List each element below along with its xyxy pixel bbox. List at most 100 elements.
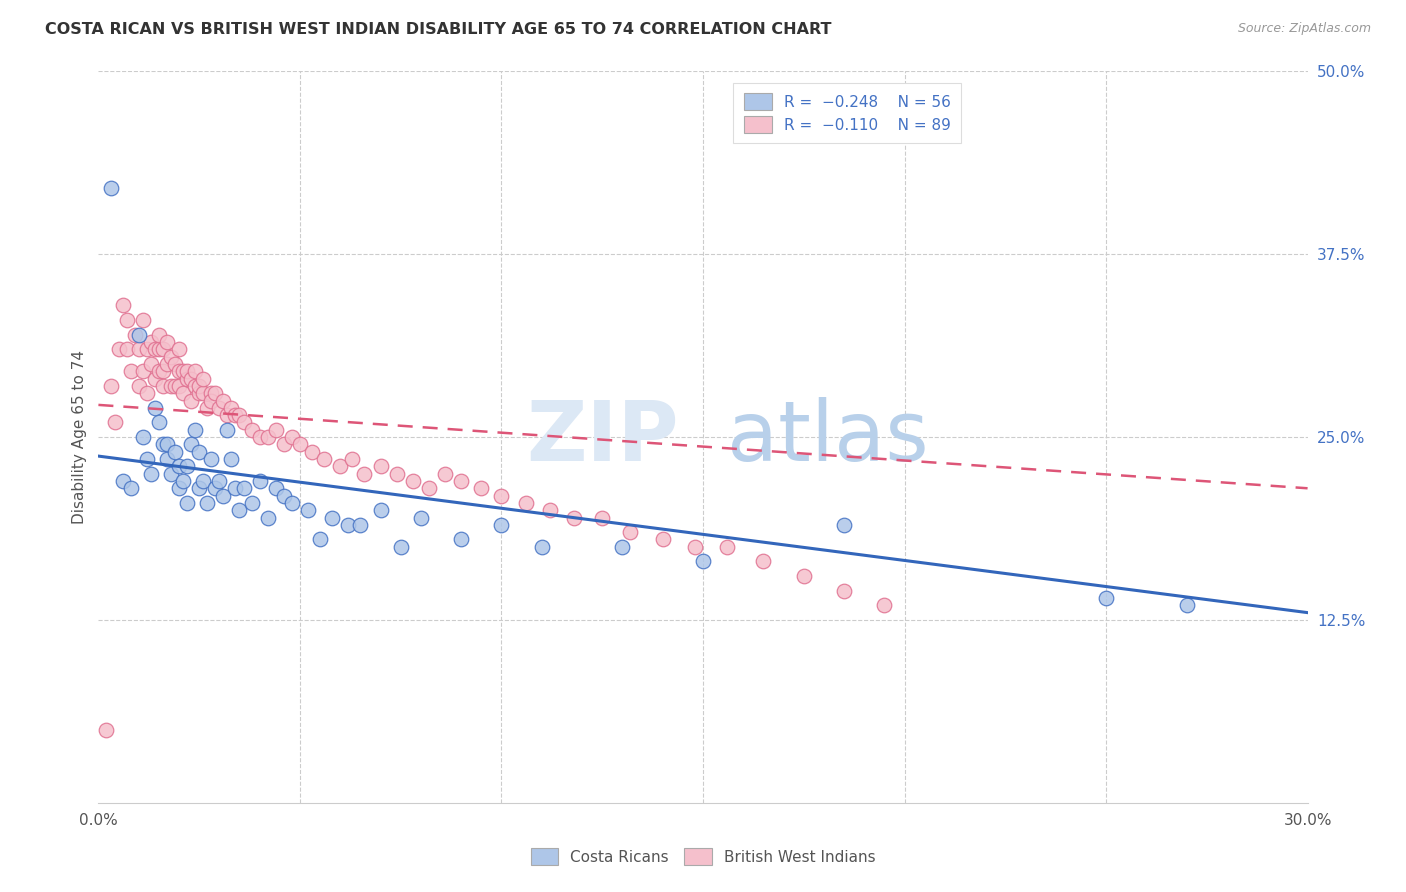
Point [240,496,263,510]
Point [167,379,190,393]
Point [96,723,118,737]
Point [591,510,613,524]
Point [180,371,202,385]
Point [217,423,239,437]
Point [228,503,250,517]
Point [329,459,352,474]
Point [143,371,166,385]
Point [491,489,513,503]
Point [224,408,246,422]
Point [188,444,211,458]
Point [232,481,254,495]
Point [200,393,222,408]
Point [135,452,157,467]
Point [156,452,179,467]
Point [148,416,170,430]
Point [297,503,319,517]
Point [156,357,179,371]
Point [172,474,194,488]
Point [148,327,170,342]
Point [163,357,186,371]
Point [240,423,263,437]
Point [188,481,211,495]
Point [139,334,162,349]
Point [163,444,186,458]
Point [1095,591,1118,605]
Point [167,481,190,495]
Point [167,343,190,357]
Point [152,364,174,378]
Point [256,510,278,524]
Point [212,393,235,408]
Point [264,481,287,495]
Point [281,430,304,444]
Legend: R =  −0.248    N = 56, R =  −0.110    N = 89: R = −0.248 N = 56, R = −0.110 N = 89 [734,83,962,144]
Point [873,599,896,613]
Point [450,533,472,547]
Point [152,379,174,393]
Text: atlas: atlas [727,397,929,477]
Point [389,540,412,554]
Point [139,357,162,371]
Point [160,350,183,364]
Point [273,489,295,503]
Point [651,533,673,547]
Point [143,401,166,415]
Point [409,510,432,524]
Point [195,496,218,510]
Point [256,430,278,444]
Point [716,540,738,554]
Point [530,540,553,554]
Point [156,334,179,349]
Point [337,517,360,532]
Point [193,386,215,401]
Point [683,540,706,554]
Point [221,401,243,415]
Point [139,467,162,481]
Point [103,416,125,430]
Point [163,379,186,393]
Point [128,327,150,342]
Point [180,437,202,451]
Point [418,481,440,495]
Point [212,489,235,503]
Point [176,371,198,385]
Point [370,459,392,474]
Point [309,533,332,547]
Point [314,452,336,467]
Point [135,386,157,401]
Point [402,474,425,488]
Point [167,364,190,378]
Point [200,386,222,401]
Point [124,327,146,342]
Point [167,459,190,474]
Point [353,467,375,481]
Point [217,408,239,422]
Point [184,423,207,437]
Point [111,474,134,488]
Point [692,554,714,568]
Point [470,481,492,495]
Point [221,452,243,467]
Point [249,430,271,444]
Point [152,437,174,451]
Point [115,343,138,357]
Point [148,343,170,357]
Point [321,510,343,524]
Point [832,517,855,532]
Point [172,386,194,401]
Point [115,313,138,327]
Point [370,503,392,517]
Point [752,554,775,568]
Point [107,343,129,357]
Text: Source: ZipAtlas.com: Source: ZipAtlas.com [1237,22,1371,36]
Point [301,444,323,458]
Point [160,379,183,393]
Point [281,496,304,510]
Point [288,437,311,451]
Point [619,525,641,540]
Point [184,364,207,378]
Point [176,364,198,378]
Legend: Costa Ricans, British West Indians: Costa Ricans, British West Indians [524,842,882,871]
Point [515,496,537,510]
